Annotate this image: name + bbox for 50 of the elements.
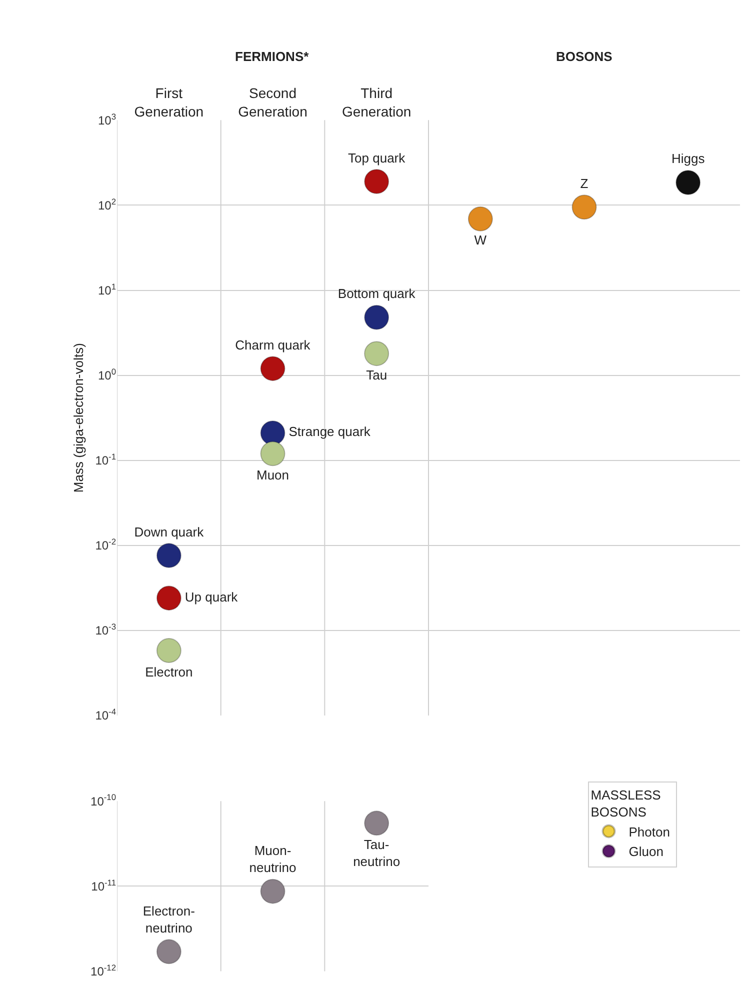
point (156, 939, 182, 964)
y-tick-label: 10$^{-3}$ (95, 622, 116, 638)
x-tick-label: First Generation (134, 85, 204, 120)
series-label: Top quark (348, 150, 406, 166)
point (364, 341, 390, 366)
point (156, 586, 182, 611)
text: FERMIONS* (235, 49, 310, 64)
series-label: Z (580, 176, 588, 191)
point (364, 810, 390, 836)
series-label: Tau-neutrino (353, 836, 400, 869)
series-label: Muon-neutrino (249, 843, 296, 876)
x-tick-label: Second Generation (238, 85, 308, 120)
y-tick-label: 10$^{-12}$ (90, 962, 116, 978)
y-axis-title: Mass (giga-electron-volts) (71, 343, 86, 493)
series-label: Charm quark (235, 337, 311, 352)
y-tick-label: 10$^{1}$ (98, 281, 116, 298)
series-label: Bottom quark (338, 286, 416, 302)
point (572, 194, 597, 220)
legend-label: Gluon (628, 844, 664, 860)
y-tick-label: 10$^{-11}$ (91, 877, 116, 894)
point (676, 170, 701, 195)
point (156, 638, 182, 664)
point (260, 441, 286, 466)
legend-title: MASSLESS BOSONS (590, 787, 662, 820)
point (468, 206, 493, 232)
point (364, 304, 390, 330)
series-label: Strange quark (288, 424, 371, 440)
y-tick-label: 10$^{-10}$ (90, 792, 116, 808)
point (260, 356, 286, 382)
point (260, 878, 286, 904)
y-tick-label: 10$^{-2}$ (95, 536, 116, 553)
series-label: Up quark (184, 589, 238, 604)
y-tick-label: 10$^{3}$ (98, 111, 116, 128)
point (156, 543, 182, 568)
series-label: Down quark (134, 524, 204, 540)
text: BOSONS (556, 49, 613, 64)
y-tick-label: 10$^{-1}$ (95, 452, 116, 468)
legend-label: Photon (628, 824, 670, 840)
series-label: Tau (366, 367, 388, 382)
series-label: W (474, 232, 488, 248)
point (364, 169, 390, 194)
y-tick-label: 10$^{0}$ (98, 366, 116, 383)
series-label: Electron (145, 664, 193, 680)
series-label: Higgs (671, 151, 706, 166)
x-tick-label: Third Generation (342, 85, 412, 120)
y-tick-label: 10$^{2}$ (98, 196, 116, 212)
series-label: Electron-neutrino (142, 904, 195, 936)
y-tick-label: 10$^{-4}$ (95, 706, 116, 723)
series-label: Muon (256, 467, 290, 482)
point (260, 420, 286, 446)
